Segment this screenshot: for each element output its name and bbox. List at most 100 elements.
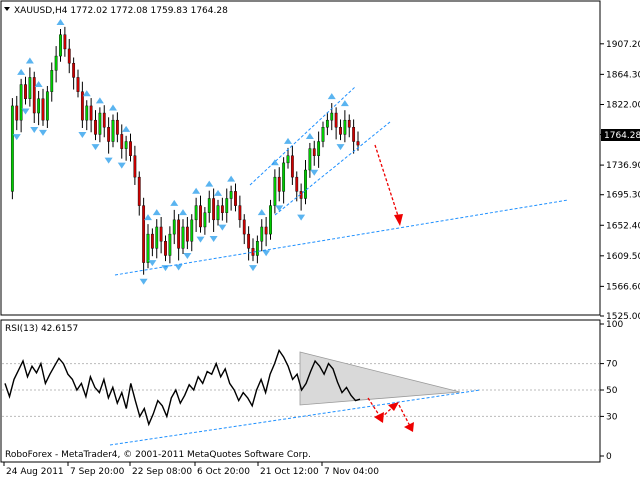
candle-body: [216, 205, 220, 221]
candle-body: [59, 34, 62, 57]
time-tick-label: 6 Oct 20:00: [197, 467, 250, 477]
candle-body: [225, 198, 229, 213]
candle-body: [194, 205, 198, 221]
candle-body: [260, 226, 264, 242]
fractal-down-arrow: [183, 253, 192, 260]
rsi-triangle-pattern: [299, 351, 461, 406]
time-tick-label: 22 Sep 08:00: [132, 467, 192, 477]
candle-body: [238, 205, 242, 221]
candle-body: [352, 127, 356, 142]
candle-body: [203, 212, 207, 228]
fractal-up-arrow: [25, 57, 34, 64]
candle-body: [133, 155, 137, 178]
fractal-down-arrow: [174, 264, 183, 271]
price-tick-label: 1695.30: [606, 191, 640, 201]
fractal-up-arrow: [95, 97, 104, 104]
candle-body: [111, 119, 115, 142]
rsi-tick-label: 30: [606, 412, 618, 422]
rsi-tick-label: 100: [606, 320, 623, 330]
candle-body: [115, 119, 119, 135]
candle-body: [207, 198, 211, 213]
fractal-up-arrow: [122, 125, 131, 132]
candle-body: [199, 205, 202, 228]
support-trendline[interactable]: [114, 199, 569, 276]
fractal-up-arrow: [17, 68, 26, 75]
rsi-tick-label: 0: [606, 452, 612, 462]
rsi-tick-label: 50: [606, 386, 618, 396]
channel-upper-line[interactable]: [249, 86, 356, 186]
candle-body: [234, 191, 237, 206]
fractal-down-arrow: [21, 108, 30, 115]
candle-body: [247, 233, 251, 249]
candle-body: [286, 155, 290, 164]
candle-body: [312, 148, 316, 156]
fractal-up-arrow: [152, 209, 161, 216]
candle-body: [356, 141, 360, 146]
time-tick-label: 24 Aug 2011: [6, 467, 64, 477]
candle-body: [290, 155, 294, 178]
fractal-up-arrow: [82, 90, 91, 97]
fractal-down-arrow: [139, 278, 148, 285]
candle-body: [63, 34, 67, 50]
price-tick-label: 1609.50: [606, 252, 640, 262]
price-tick-label: 1525.00: [606, 312, 640, 322]
fractal-down-arrow: [196, 236, 205, 243]
candle-body: [146, 233, 150, 263]
candle-body: [168, 233, 172, 256]
price-tick-label: 1566.60: [606, 282, 640, 292]
rsi-support-line[interactable]: [109, 389, 481, 446]
fractal-up-arrow: [305, 132, 314, 139]
fractal-up-arrow: [205, 180, 214, 187]
candle-body: [98, 112, 102, 135]
price-tick-label: 1736.90: [606, 161, 640, 171]
candle-body: [339, 127, 342, 135]
fractal-up-arrow: [34, 80, 43, 87]
candle-body: [334, 112, 338, 128]
fractal-up-arrow: [257, 209, 266, 216]
candle-body: [142, 205, 146, 263]
fractal-down-arrow: [209, 235, 218, 242]
candle-body: [277, 176, 281, 192]
candle-body: [37, 98, 41, 114]
price-axis: 1907.201864.301822.001779.801736.901695.…: [600, 40, 640, 322]
candle-body: [80, 91, 84, 121]
candle-body: [155, 226, 159, 249]
fractal-down-arrow: [39, 129, 47, 136]
price-forecast-arrow: [374, 144, 403, 226]
candle-body: [185, 226, 189, 242]
chart-menu-arrow-icon[interactable]: [4, 7, 10, 11]
candle-body: [159, 226, 163, 242]
price-tick-label: 1652.40: [606, 221, 640, 231]
candle-body: [347, 119, 351, 128]
price-tick-label: 1907.20: [606, 40, 640, 50]
fractal-down-arrow: [91, 144, 100, 151]
candle-body: [50, 70, 54, 92]
candle-body: [212, 198, 216, 221]
candle-body: [255, 241, 259, 256]
fractal-up-arrow: [179, 209, 187, 216]
fractal-up-arrow: [144, 214, 152, 221]
current-price-label: 1764.28: [604, 131, 640, 141]
candle-body: [164, 241, 167, 256]
price-panel[interactable]: [0, 0, 601, 316]
candle-body: [229, 191, 233, 199]
fractal-up-arrow: [327, 93, 336, 100]
fractal-up-arrow: [109, 104, 117, 111]
candle-body: [150, 233, 154, 249]
candle-body: [321, 127, 325, 142]
fractal-down-arrow: [297, 214, 306, 221]
candle-body: [129, 141, 132, 156]
candle-body: [330, 112, 334, 121]
candle-body: [24, 84, 27, 99]
candle-body: [304, 169, 307, 199]
candle-body: [308, 148, 312, 171]
fractal-up-arrow: [192, 187, 201, 194]
candle-body: [269, 205, 272, 235]
fractal-arrows: [12, 19, 349, 285]
candle-body: [172, 219, 176, 235]
candle-body: [107, 127, 111, 142]
fractal-up-arrow: [227, 175, 236, 182]
candle-body: [89, 105, 93, 121]
